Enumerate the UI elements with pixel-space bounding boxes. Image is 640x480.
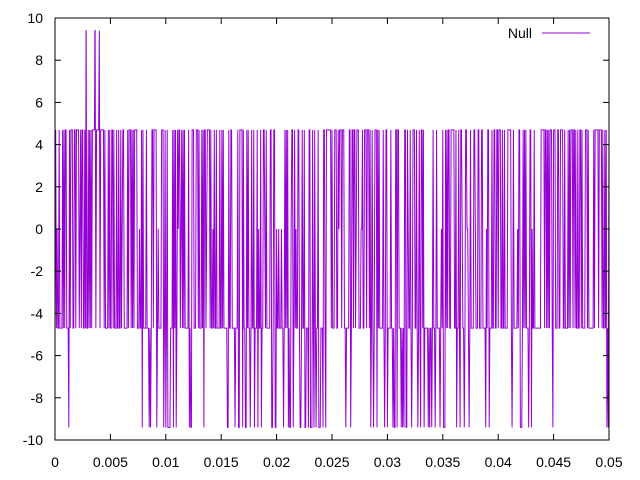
y-tick-label: -10 bbox=[23, 432, 43, 448]
legend-label-null: Null bbox=[508, 25, 532, 41]
x-tick-label: 0 bbox=[51, 454, 59, 470]
x-tick-label: 0.05 bbox=[595, 454, 622, 470]
x-tick-label: 0.015 bbox=[204, 454, 239, 470]
y-tick-label: -6 bbox=[31, 348, 44, 364]
legend: Null bbox=[508, 25, 590, 41]
y-tick-label: 8 bbox=[35, 52, 43, 68]
y-tick-label: 0 bbox=[35, 221, 43, 237]
y-tick-label: 2 bbox=[35, 179, 43, 195]
x-tick-label: 0.005 bbox=[93, 454, 128, 470]
y-tick-label: -8 bbox=[31, 390, 44, 406]
x-tick-label: 0.035 bbox=[425, 454, 460, 470]
x-tick-label: 0.045 bbox=[536, 454, 571, 470]
y-tick-label: 4 bbox=[35, 137, 43, 153]
x-axis: 0 0.005 0.01 0.015 0.02 0.025 0.03 0.035 0.04 0.0… bbox=[51, 18, 623, 470]
y-axis: 10 8 6 4 2 0 -2 -4 -6 -8 -10 bbox=[23, 10, 609, 448]
x-tick-label: 0.04 bbox=[485, 454, 512, 470]
x-tick-label: 0.025 bbox=[314, 454, 349, 470]
x-tick-label: 0.01 bbox=[152, 454, 179, 470]
series-null-group bbox=[54, 30, 610, 428]
y-tick-label: 6 bbox=[35, 94, 43, 110]
y-tick-label: -2 bbox=[31, 263, 44, 279]
series-null-line bbox=[54, 30, 610, 428]
y-tick-label: -4 bbox=[31, 305, 44, 321]
x-tick-label: 0.03 bbox=[374, 454, 401, 470]
y-tick-label: 10 bbox=[27, 10, 43, 26]
x-tick-label: 0.02 bbox=[263, 454, 290, 470]
